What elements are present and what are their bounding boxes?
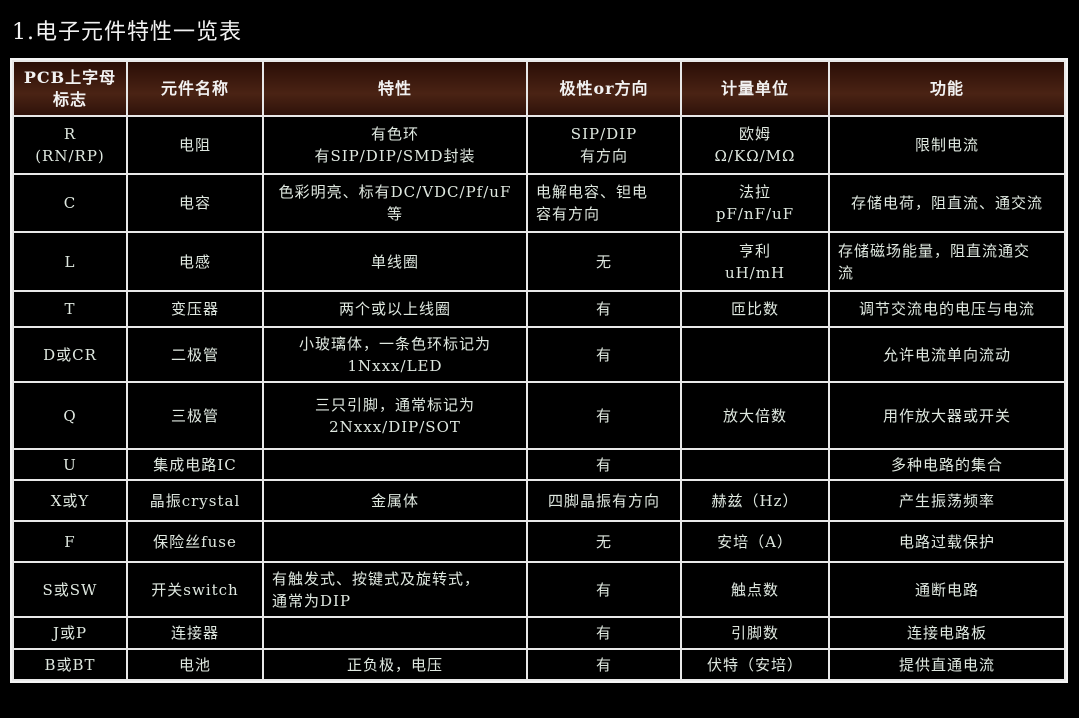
table-row: R (RN/RP) 电阻 有色环 有SIP/DIP/SMD封装 SIP/DIP 有方向… xyxy=(12,115,1066,175)
cell-function: 连接电路板 xyxy=(828,616,1066,650)
cell-pcb-marking: R (RN/RP) xyxy=(12,115,128,175)
table-header-row: PCB上字母 标志 元件名称 特性 极性or方向 计量单位 功能 xyxy=(12,60,1066,117)
component-table: PCB上字母 标志 元件名称 特性 极性or方向 计量单位 功能 R (RN/RP) 电阻有… xyxy=(12,60,1066,681)
cell-pcb-marking: F xyxy=(12,520,128,563)
cell-characteristics xyxy=(262,616,528,650)
cell-unit xyxy=(680,326,830,383)
cell-pcb-marking: C xyxy=(12,173,128,233)
cell-function: 存储磁场能量，阻直流通交 流 xyxy=(828,231,1066,292)
cell-component-name: 连接器 xyxy=(126,616,264,650)
header-unit: 计量单位 xyxy=(680,60,830,117)
cell-polarity: 有 xyxy=(526,381,682,450)
cell-function: 通断电路 xyxy=(828,561,1066,618)
cell-polarity: 无 xyxy=(526,520,682,563)
cell-pcb-marking: T xyxy=(12,290,128,328)
cell-polarity: 有 xyxy=(526,290,682,328)
cell-polarity: 电解电容、钽电 容有方向 xyxy=(526,173,682,233)
cell-pcb-marking: L xyxy=(12,231,128,292)
cell-function: 允许电流单向流动 xyxy=(828,326,1066,383)
header-polarity: 极性or方向 xyxy=(526,60,682,117)
cell-component-name: 开关switch xyxy=(126,561,264,618)
table-row: X或Y 晶振crystal 金属体 四脚晶振有方向 赫兹（Hz） 产生振荡频率 xyxy=(12,479,1066,522)
cell-characteristics: 有色环 有SIP/DIP/SMD封装 xyxy=(262,115,528,175)
cell-characteristics: 两个或以上线圈 xyxy=(262,290,528,328)
cell-polarity: 有 xyxy=(526,648,682,681)
cell-component-name: 电容 xyxy=(126,173,264,233)
cell-characteristics xyxy=(262,520,528,563)
cell-unit: 伏特（安培） xyxy=(680,648,830,681)
table-row: B或BT 电池 正负极，电压有伏特（安培） 提供直通电流 xyxy=(12,648,1066,681)
cell-component-name: 集成电路IC xyxy=(126,448,264,481)
cell-characteristics: 金属体 xyxy=(262,479,528,522)
cell-function: 调节交流电的电压与电流 xyxy=(828,290,1066,328)
cell-polarity: 有 xyxy=(526,616,682,650)
cell-unit: 亨利 uH/mH xyxy=(680,231,830,292)
header-function: 功能 xyxy=(828,60,1066,117)
table-row: L 电感 单线圈无亨利 uH/mH 存储磁场能量，阻直流通交 流 xyxy=(12,231,1066,292)
cell-characteristics xyxy=(262,448,528,481)
cell-characteristics: 三只引脚，通常标记为 2Nxxx/DIP/SOT xyxy=(262,381,528,450)
cell-characteristics: 色彩明亮、标有DC/VDC/Pf/uF 等 xyxy=(262,173,528,233)
cell-unit: 触点数 xyxy=(680,561,830,618)
cell-polarity: 四脚晶振有方向 xyxy=(526,479,682,522)
table-row: T 变压器 两个或以上线圈有匝比数 调节交流电的电压与电流 xyxy=(12,290,1066,328)
cell-function: 电路过载保护 xyxy=(828,520,1066,563)
cell-function: 限制电流 xyxy=(828,115,1066,175)
cell-pcb-marking: U xyxy=(12,448,128,481)
cell-unit: 安培（A） xyxy=(680,520,830,563)
cell-component-name: 晶振crystal xyxy=(126,479,264,522)
table-row: C 电容 色彩明亮、标有DC/VDC/Pf/uF 等电解电容、钽电 容有方向 法拉 p… xyxy=(12,173,1066,233)
cell-polarity: SIP/DIP 有方向 xyxy=(526,115,682,175)
component-table-container: PCB上字母 标志 元件名称 特性 极性or方向 计量单位 功能 R (RN/RP) 电阻有… xyxy=(10,58,1068,683)
cell-unit xyxy=(680,448,830,481)
cell-polarity: 有 xyxy=(526,561,682,618)
cell-unit: 放大倍数 xyxy=(680,381,830,450)
cell-component-name: 电感 xyxy=(126,231,264,292)
cell-characteristics: 正负极，电压 xyxy=(262,648,528,681)
cell-component-name: 三极管 xyxy=(126,381,264,450)
table-row: D或CR 二极管 小玻璃体，一条色环标记为 1Nxxx/LED 有 允许电流单向流动 xyxy=(12,326,1066,383)
cell-component-name: 电阻 xyxy=(126,115,264,175)
cell-unit: 引脚数 xyxy=(680,616,830,650)
header-characteristics: 特性 xyxy=(262,60,528,117)
cell-pcb-marking: X或Y xyxy=(12,479,128,522)
cell-unit: 匝比数 xyxy=(680,290,830,328)
cell-pcb-marking: B或BT xyxy=(12,648,128,681)
cell-polarity: 有 xyxy=(526,326,682,383)
cell-polarity: 有 xyxy=(526,448,682,481)
cell-unit: 赫兹（Hz） xyxy=(680,479,830,522)
cell-pcb-marking: Q xyxy=(12,381,128,450)
cell-pcb-marking: S或SW xyxy=(12,561,128,618)
header-pcb-marking: PCB上字母 标志 xyxy=(12,60,128,117)
cell-function: 存储电荷，阻直流、通交流 xyxy=(828,173,1066,233)
cell-characteristics: 单线圈 xyxy=(262,231,528,292)
table-row: S或SW 开关switch 有触发式、按键式及旋转式， 通常为DIP 有触点数 通断电路 xyxy=(12,561,1066,618)
page-title: 1.电子元件特性一览表 xyxy=(12,20,242,45)
cell-pcb-marking: D或CR xyxy=(12,326,128,383)
cell-function: 用作放大器或开关 xyxy=(828,381,1066,450)
table-row: Q 三极管 三只引脚，通常标记为 2Nxxx/DIP/SOT 有放大倍数 用作放大器或开… xyxy=(12,381,1066,450)
table-row: F 保险丝fuse 无安培（A） 电路过载保护 xyxy=(12,520,1066,563)
cell-component-name: 二极管 xyxy=(126,326,264,383)
cell-component-name: 变压器 xyxy=(126,290,264,328)
cell-unit: 欧姆 Ω/KΩ/MΩ xyxy=(680,115,830,175)
table-row: U 集成电路IC 有 多种电路的集合 xyxy=(12,448,1066,481)
cell-unit: 法拉 pF/nF/uF xyxy=(680,173,830,233)
cell-polarity: 无 xyxy=(526,231,682,292)
cell-function: 产生振荡频率 xyxy=(828,479,1066,522)
table-row: J或P 连接器 有引脚数 连接电路板 xyxy=(12,616,1066,650)
cell-function: 提供直通电流 xyxy=(828,648,1066,681)
cell-component-name: 保险丝fuse xyxy=(126,520,264,563)
cell-function: 多种电路的集合 xyxy=(828,448,1066,481)
cell-characteristics: 小玻璃体，一条色环标记为 1Nxxx/LED xyxy=(262,326,528,383)
header-component-name: 元件名称 xyxy=(126,60,264,117)
cell-characteristics: 有触发式、按键式及旋转式， 通常为DIP xyxy=(262,561,528,618)
cell-pcb-marking: J或P xyxy=(12,616,128,650)
cell-component-name: 电池 xyxy=(126,648,264,681)
